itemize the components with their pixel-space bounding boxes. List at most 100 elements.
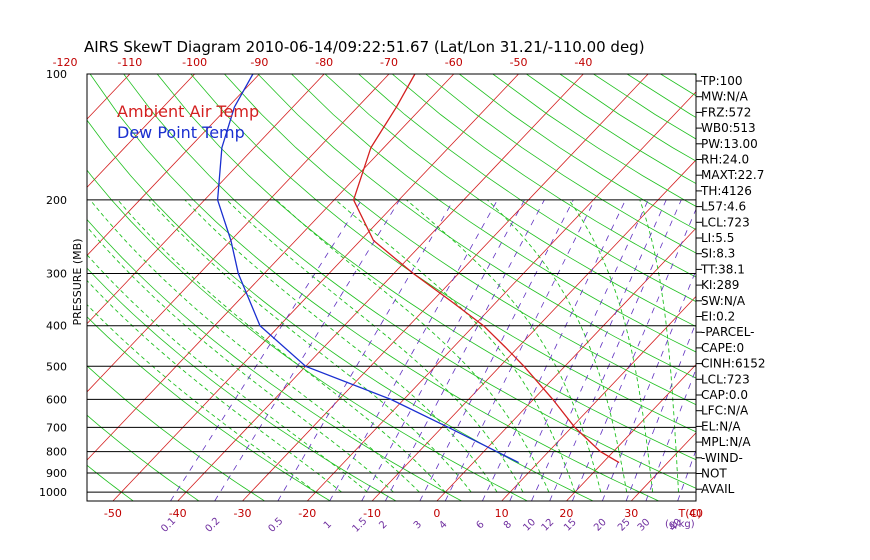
isotherm-line [87,74,260,257]
mixing-ratio-line [625,321,696,501]
legend-dew-point: Dew Point Temp [117,123,245,142]
index-label: LI:5.5 [701,231,734,245]
index-label: -PARCEL- [701,325,755,339]
isobar-lines [87,199,696,493]
isotherm-line [87,74,390,393]
isotherm-line [87,74,195,188]
moist-adiabat [486,199,628,493]
mixing-ratio-line [361,199,525,501]
moist-adiabat [89,199,420,493]
moist-adiabat [87,279,342,493]
mixing-ratio-tick-label: 6 [474,519,486,531]
index-label: TT:38.1 [700,262,745,276]
index-label: KI:289 [701,278,739,292]
mixing-ratio-unit: (g/kg) [665,519,695,530]
dry-adiabat [87,218,462,501]
legend-air-temp: Ambient Air Temp [117,102,259,121]
dry-adiabat [459,74,696,230]
index-label: L57:4.6 [701,200,746,214]
index-label: NOT [701,467,727,481]
index-label: PW:13.00 [701,137,758,151]
dry-adiabat [391,74,696,278]
index-label: TH:4126 [700,184,752,198]
bottom-temp-tick-label: 20 [559,507,573,520]
moist-adiabat [639,199,679,493]
mixing-ratio-line [419,199,574,501]
dry-adiabat [87,316,331,501]
mixing-ratio-tick-label: 10 [521,517,538,534]
pressure-tick-label: 400 [46,320,67,333]
top-temp-tick-label: -120 [53,56,78,69]
pressure-tick-label: 1000 [39,486,67,499]
dry-adiabat [257,74,696,379]
dry-adiabat [425,74,696,254]
index-label: MW:N/A [701,90,749,104]
bottom-temp-tick-label: 30 [624,507,638,520]
index-label: RH:24.0 [701,153,749,167]
mixing-ratio-tick-label: 12 [540,517,557,534]
isotherm-line [501,295,696,501]
top-temp-tick-label: -50 [510,56,528,69]
bottom-temp-tick-label: 0 [433,507,440,520]
mixing-ratio-line [384,199,545,501]
bottom-temp-tick-label: 40 [689,507,703,520]
isotherm-line [87,74,455,461]
index-label: -WIND- [701,451,743,465]
mixing-ratio-line [329,199,498,501]
index-label: FRZ:572 [701,105,751,119]
dry-adiabat [123,74,696,489]
dry-adiabat [224,74,696,406]
isotherm-line [306,91,696,501]
isotherm-line [242,74,649,501]
isotherm-line [566,364,696,501]
isotherm-line [87,74,131,120]
dry-adiabat [862,74,870,501]
index-label: LFC:N/A [701,404,749,418]
bottom-temp-tick-label: -50 [104,507,122,520]
mixing-ratio-tick-label: 4 [437,519,449,531]
dry-adiabat [87,267,397,501]
mixing-ratio-line [482,199,626,501]
isotherm-line [761,74,870,501]
pressure-tick-label: 700 [46,421,67,434]
bottom-temp-tick-label: -20 [298,507,316,520]
isotherm-line [0,74,65,501]
dry-adiabat [190,74,696,433]
bottom-temp-tick-label: 10 [495,507,509,520]
mixing-ratio-line [277,199,454,501]
plot-frame [86,73,697,502]
dry-adiabat [358,74,696,303]
isotherm-line [112,74,519,501]
mixing-ratio-line [531,199,667,501]
index-label: CINH:6152 [701,357,766,371]
mixing-ratio-tick-label: 0.5 [267,516,286,535]
top-temp-tick-label: -80 [315,56,333,69]
moist-adiabat [148,199,472,493]
pressure-tick-label: 200 [46,194,67,207]
index-label: SI:8.3 [701,247,735,261]
dry-adiabat [526,74,696,185]
pressure-tick-label: 600 [46,393,67,406]
index-label: CAPE:0 [701,341,744,355]
pressure-tick-label: 800 [46,446,67,459]
dry-adiabat [492,74,696,207]
mixing-ratio-line [444,199,595,501]
index-label: SW:N/A [701,294,746,308]
pressure-tick-label: 100 [46,68,67,81]
index-label: LCL:723 [701,372,750,386]
air-temp-line [352,74,620,464]
top-temp-tick-label: -60 [445,56,463,69]
dew-point-line [216,74,519,464]
index-label: MAXT:22.7 [701,168,764,182]
index-label: EI:0.2 [701,310,735,324]
dry-adiabat [324,74,696,327]
bottom-temp-tick-label: -10 [363,507,381,520]
top-temp-tick-label: -100 [182,56,207,69]
top-temp-tick-label: -110 [117,56,142,69]
index-label: WB0:513 [701,121,756,135]
mixing-ratio-tick-label: 0.2 [203,516,222,535]
dry-adiabat [87,414,200,501]
mixing-ratio-line [571,208,696,501]
